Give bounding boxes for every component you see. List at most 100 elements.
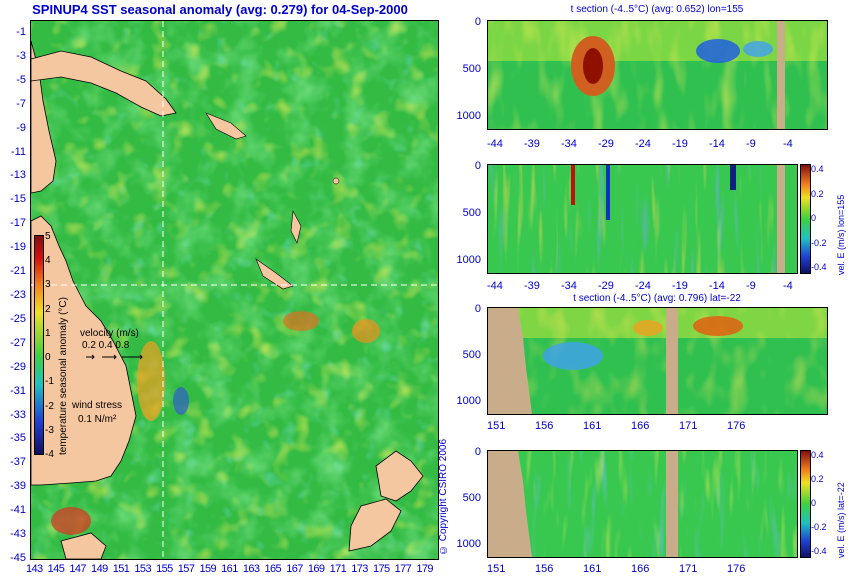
map-colorbar (34, 235, 44, 455)
wind-legend-scale: 0.1 N/m² (78, 414, 117, 425)
velocity-legend-arrows-icon (84, 352, 144, 362)
lat-tick-label: -35 (10, 432, 26, 445)
depth-tick-label: 1000 (456, 254, 481, 266)
velocity-section-lon155[interactable] (487, 164, 798, 274)
land-mask (777, 165, 785, 273)
map-colorbar-tick: -4 (45, 449, 54, 460)
velocity-colorbar-2-ticks: 0.4 0.2 0 -0.2 -0.4 (811, 450, 837, 558)
section-1-x-ticks: -44 -39 -34 -29 -24 -19 -14 -9 -4 (487, 138, 826, 152)
map-colorbar-tick: -2 (45, 400, 54, 412)
velocity-colorbar-tick: 0 (811, 213, 817, 223)
map-title: SPINUP4 SST seasonal anomaly (avg: 0.279… (32, 2, 408, 17)
x-tick-label: -19 (672, 280, 688, 292)
velocity-colorbar-tick: 0.2 (811, 188, 824, 199)
lon-tick-label: 143 (26, 563, 43, 575)
depth-tick-label: 0 (474, 303, 481, 315)
lat-ticks: -1 -3 -5 -7 -9 -11 -13 -15 -17 -19 -21 -23 -25 -27 -29… (0, 20, 28, 564)
velocity-colorbar-tick: 0.2 (811, 474, 824, 484)
lat-tick-label: -39 (10, 480, 26, 493)
land-mask (488, 451, 532, 557)
solomon-islands (205, 112, 247, 140)
depth-tick-label: 0 (474, 160, 481, 172)
x-tick-label: -44 (487, 138, 503, 150)
x-tick-label: -4 (783, 138, 793, 150)
map-colorbar-tick: 0 (45, 352, 51, 364)
lat-tick-label: -9 (16, 121, 26, 134)
x-tick-label: 156 (535, 420, 554, 432)
depth-tick-label: 500 (462, 207, 481, 219)
velocity-colorbar-tick: -0.4 (811, 262, 827, 272)
x-tick-label: -19 (672, 138, 688, 150)
lon-tick-label: 171 (329, 563, 347, 575)
sst-map-canvas (31, 21, 438, 559)
warm-eddy (137, 341, 165, 421)
velocity-section-lat22[interactable] (487, 450, 798, 558)
x-tick-label: -24 (635, 280, 651, 292)
velocity-colorbar-tick: -0.4 (811, 546, 827, 556)
velocity-colorbar-2-label: vel. E (m/s) lat=-22 (836, 482, 846, 558)
lat-tick-label: -5 (16, 73, 26, 86)
lat-tick-label: -37 (10, 456, 26, 469)
x-tick-label: 171 (679, 563, 698, 575)
lat-tick-label: -29 (10, 360, 26, 373)
sst-map[interactable] (30, 20, 439, 560)
temp-section-lon155[interactable] (487, 20, 828, 130)
velocity-colorbar-1-label: vel. E (m/s) lon=155 (836, 194, 846, 275)
lat-tick-label: -1 (16, 26, 26, 38)
lon-tick-label: 145 (47, 563, 65, 575)
velocity-colorbar-2 (800, 450, 811, 558)
depth-tick-label: 1000 (456, 538, 481, 550)
velocity-colorbar-tick: -0.2 (811, 522, 827, 532)
map-colorbar-tick: 3 (45, 279, 51, 291)
x-tick-label: 176 (727, 563, 746, 575)
lat-tick-label: -3 (16, 49, 26, 62)
x-tick-label: -34 (561, 138, 577, 150)
temp-section-lon155-canvas (488, 21, 827, 129)
lat-tick-label: -23 (10, 289, 26, 301)
map-colorbar-tick: 5 (45, 231, 51, 242)
lat-tick-label: -7 (16, 97, 26, 110)
new-guinea-landmass (31, 50, 177, 117)
velocity-colorbar-1-ticks: 0.4 0.2 0 -0.2 -0.4 (811, 164, 837, 274)
warm-eddy (283, 311, 319, 331)
x-tick-label: -29 (598, 138, 614, 150)
x-tick-label: 151 (487, 420, 506, 432)
velocity-colorbar-1 (800, 164, 811, 274)
depth-tick-label: 0 (474, 446, 481, 458)
lon-tick-label: 147 (69, 563, 86, 575)
x-tick-label: 161 (583, 563, 602, 575)
section-4-x-ticks: 151 156 161 166 171 176 (487, 563, 826, 577)
x-tick-label: -9 (746, 138, 756, 150)
lat-tick-label: -17 (10, 217, 26, 230)
cool-eddy (173, 387, 189, 415)
x-tick-label: 171 (679, 420, 698, 432)
x-tick-label: -24 (635, 138, 651, 150)
temp-section-lat22-canvas (488, 308, 827, 414)
x-tick-label: -44 (487, 280, 503, 292)
lon-tick-label: 175 (372, 563, 390, 575)
depth-tick-label: 500 (462, 63, 481, 75)
warm-eddy (352, 319, 380, 343)
warm-eddy (51, 507, 91, 535)
lon-ticks: 143 145 147 149 151 153 155 157 159 161 163 165 167 1… (26, 563, 440, 577)
section-3-x-ticks: 151 156 161 166 171 176 (487, 420, 826, 434)
land-mask (666, 451, 678, 557)
tasmania-landmass (60, 532, 107, 559)
velocity-section-lat22-canvas (488, 451, 797, 557)
velocity-colorbar-tick: 0.4 (811, 450, 824, 460)
x-tick-label: 161 (583, 420, 602, 432)
lat-tick-label: -43 (10, 528, 26, 541)
section-title-3: t section (-4..5°C) (avg: 0.796) lat=-22 (573, 293, 741, 304)
map-colorbar-tick: -3 (45, 424, 54, 436)
lat-tick-label: -45 (10, 552, 26, 564)
x-tick-label: -14 (709, 280, 725, 292)
section-title-1: t section (-4..5°C) (avg: 0.652) lon=155 (570, 4, 744, 15)
map-colorbar-ticks: 5 4 3 2 1 0 -1 -2 -3 -4 (45, 231, 59, 460)
wind-legend-label: wind stress (72, 400, 123, 411)
land-mask (777, 21, 785, 129)
temp-section-lat22[interactable] (487, 307, 828, 415)
velocity-colorbar-tick: 0.4 (811, 164, 824, 174)
lon-tick-label: 167 (286, 563, 303, 575)
lat-tick-label: -13 (10, 169, 26, 182)
lon-tick-label: 157 (177, 563, 195, 575)
